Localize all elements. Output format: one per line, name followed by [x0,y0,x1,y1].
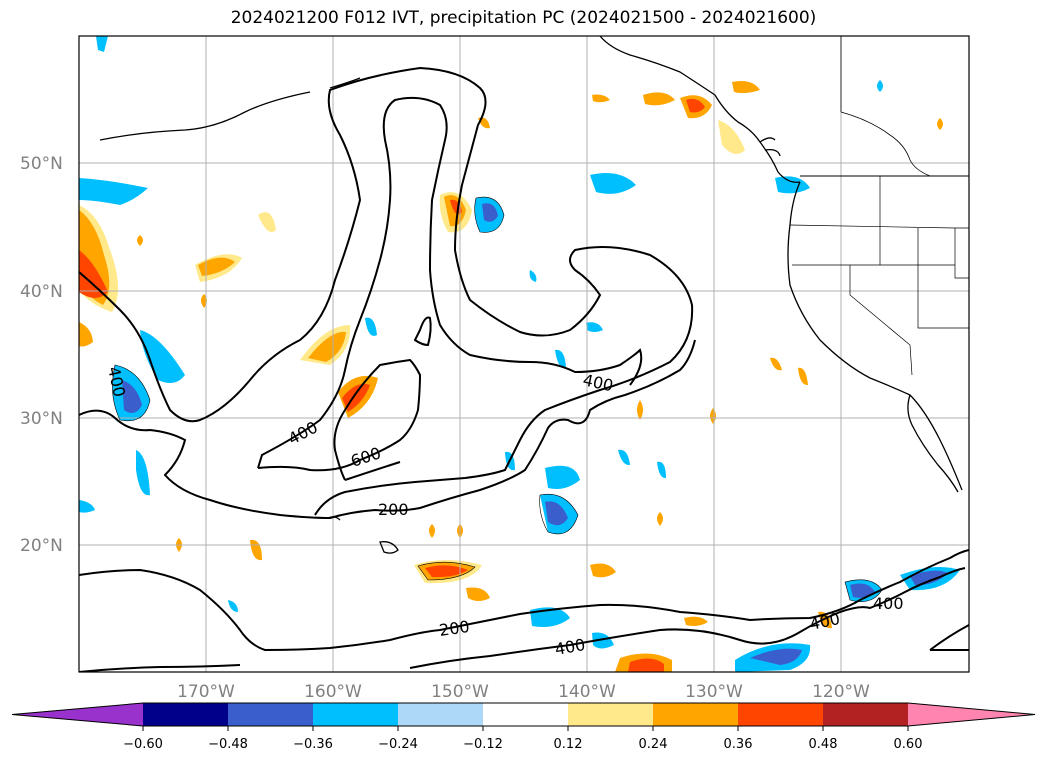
colorbar-extend-low [12,703,143,726]
contour-label: 200 [438,617,471,640]
colorbar-segment [313,703,398,726]
colorbar-segment [398,703,483,726]
lon-label: 130°W [685,682,743,702]
longitude-labels: 170°W 160°W 150°W 140°W 130°W 120°W [177,682,870,702]
lon-label: 120°W [812,682,870,702]
lat-label: 20°N [20,536,63,556]
lon-label: 140°W [558,682,616,702]
ivt-contours [79,66,969,672]
lat-label: 40°N [20,282,63,302]
lat-label: 30°N [20,409,63,429]
colorbar-tick-label: 0.24 [639,737,668,752]
colorbar-tick-label: −0.12 [463,737,503,752]
colorbar-tick-label: 0.36 [724,737,753,752]
plot-area [79,36,969,672]
colorbar-segment [738,703,823,726]
precip-contour-edges [112,196,883,602]
map-title: 2024021200 F012 IVT, precipitation PC (2… [230,8,817,28]
plot-border [78,35,970,673]
lon-label: 160°W [304,682,362,702]
map-gridlines [79,36,969,672]
latitude-labels: 50°N 40°N 30°N 20°N [20,154,63,556]
colorbar-tick-label: −0.48 [208,737,248,752]
colorbar-segment [228,703,313,726]
colorbar-tick-label: −0.36 [293,737,333,752]
lon-label: 170°W [177,682,235,702]
colorbar-tick-label: −0.60 [123,737,163,752]
contour-label: 200 [378,500,409,519]
lat-label: 50°N [20,154,63,174]
colorbar-extend-high [908,703,1035,726]
colorbar-tick-label: −0.24 [378,737,418,752]
colorbar-segment [483,703,568,726]
colorbar-tick-label: 0.12 [554,737,583,752]
colorbar-segment [143,703,228,726]
lon-label: 150°W [431,682,489,702]
precipitation-shading [79,36,960,672]
contour-labels: 400 400 400 600 200 200 400 400 400 [104,365,903,659]
colorbar-tick-label: 0.48 [809,737,838,752]
contour-label: 400 [873,594,904,613]
colorbar-tick-label: 0.60 [894,737,923,752]
colorbar-segment [823,703,908,726]
colorbar-segment [568,703,653,726]
colorbar-segment [653,703,738,726]
colorbar: −0.60 −0.48 −0.36 −0.24 −0.12 0.12 0.24 0.36 0.4… [11,702,1036,752]
